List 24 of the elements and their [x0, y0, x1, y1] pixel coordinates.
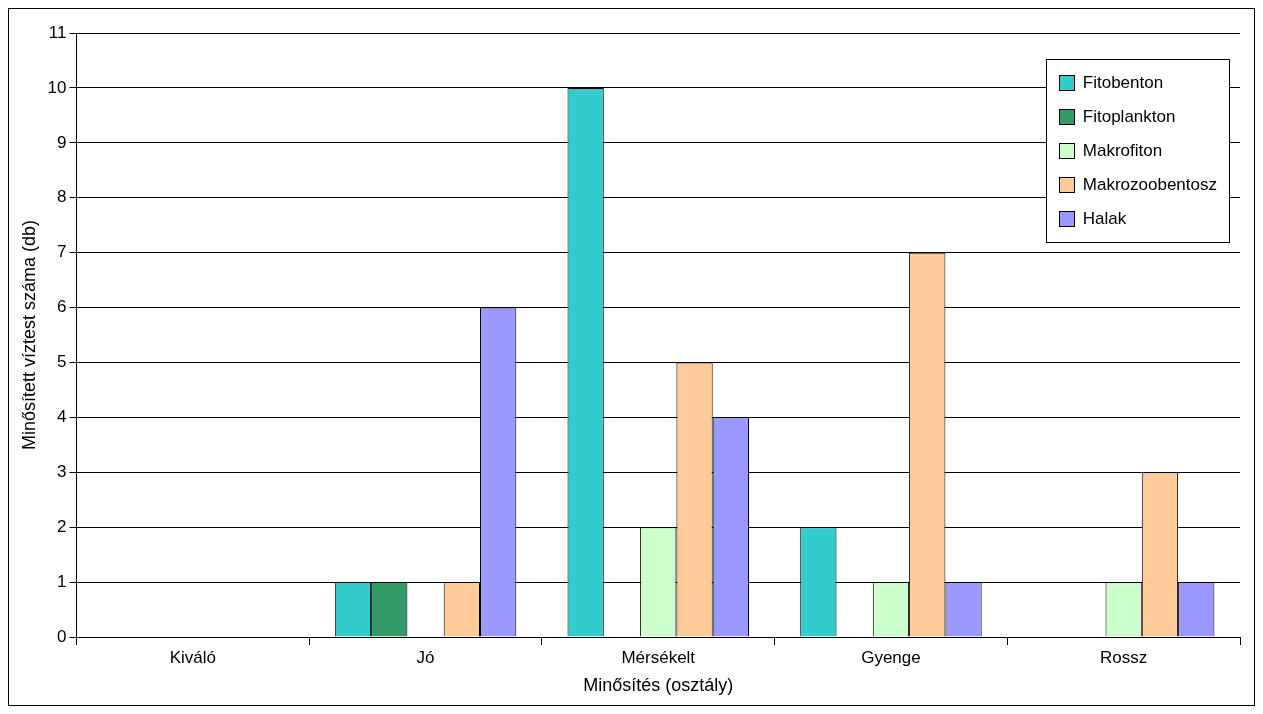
legend-label: Fitobenton — [1082, 73, 1164, 93]
x-tick-label: Rossz — [1100, 647, 1148, 667]
y-tick-label: 10 — [47, 77, 67, 97]
x-tick-label: Jó — [416, 647, 435, 667]
x-tick-label: Mérsékelt — [621, 647, 696, 667]
legend-label: Halak — [1082, 209, 1127, 229]
y-axis-title: Minősített víztest száma (db) — [18, 219, 39, 451]
y-tick-label: 5 — [57, 352, 67, 372]
y-tick-label: 11 — [48, 22, 67, 42]
y-tick-label: 9 — [57, 132, 67, 152]
legend-label: Makrofiton — [1082, 141, 1163, 161]
y-tick-label: 8 — [57, 187, 67, 207]
y-tick-label: 3 — [57, 461, 67, 481]
x-axis-title: Minősítés (osztály) — [583, 675, 734, 696]
x-tick-label: Gyenge — [861, 647, 921, 667]
y-tick-label: 4 — [57, 407, 67, 427]
legend-label: Makrozoobentosz — [1082, 175, 1217, 195]
y-tick-label: 0 — [57, 626, 67, 646]
y-tick-label: 7 — [57, 242, 67, 262]
y-tick-label: 6 — [57, 297, 67, 317]
x-tick-label: Kiváló — [169, 647, 217, 667]
legend-label: Fitoplankton — [1082, 107, 1176, 127]
y-tick-label: 2 — [57, 516, 67, 536]
y-tick-label: 1 — [57, 571, 67, 591]
